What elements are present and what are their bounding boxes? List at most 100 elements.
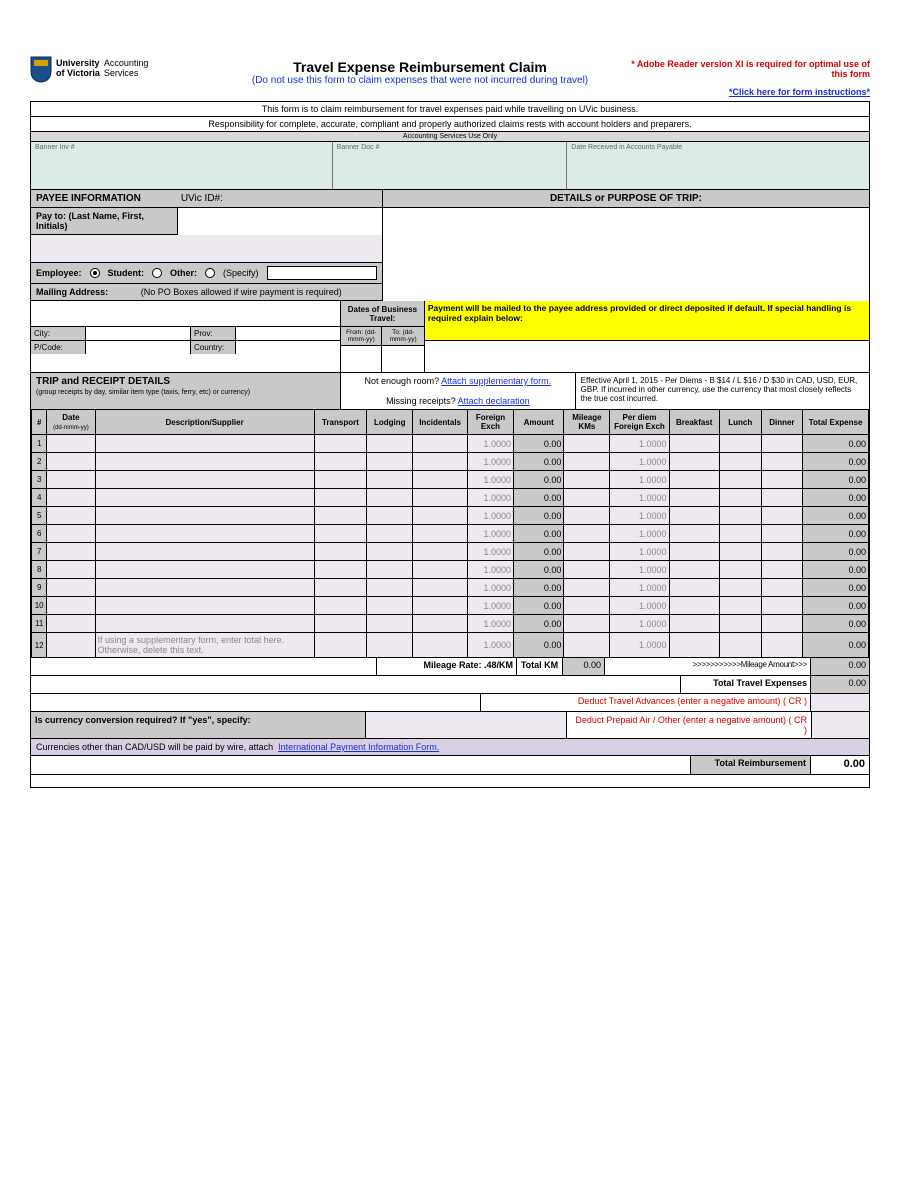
perdiem-fe-value[interactable]: 1.0000: [610, 453, 669, 471]
incidentals-input[interactable]: [413, 579, 468, 597]
dinner-input[interactable]: [761, 525, 803, 543]
mileage-km-input[interactable]: [564, 579, 610, 597]
declaration-link[interactable]: Attach declaration: [458, 396, 530, 406]
description-input[interactable]: [95, 561, 314, 579]
breakfast-input[interactable]: [669, 543, 719, 561]
date-to-input[interactable]: [382, 346, 423, 372]
lunch-input[interactable]: [719, 471, 761, 489]
incidentals-input[interactable]: [413, 561, 468, 579]
foreign-exch-value[interactable]: 1.0000: [467, 615, 513, 633]
dinner-input[interactable]: [761, 543, 803, 561]
foreign-exch-value[interactable]: 1.0000: [467, 471, 513, 489]
instructions-link[interactable]: *Click here for form instructions*: [630, 87, 870, 97]
perdiem-fe-value[interactable]: 1.0000: [610, 579, 669, 597]
breakfast-input[interactable]: [669, 471, 719, 489]
description-input[interactable]: [95, 579, 314, 597]
prov-input[interactable]: [236, 327, 340, 340]
lodging-input[interactable]: [367, 543, 413, 561]
perdiem-fe-value[interactable]: 1.0000: [610, 561, 669, 579]
date-input[interactable]: [47, 561, 95, 579]
lunch-input[interactable]: [719, 543, 761, 561]
student-radio[interactable]: [152, 268, 162, 278]
foreign-exch-value[interactable]: 1.0000: [467, 561, 513, 579]
date-input[interactable]: [47, 453, 95, 471]
incidentals-input[interactable]: [413, 633, 468, 658]
description-input[interactable]: [95, 435, 314, 453]
mileage-km-input[interactable]: [564, 615, 610, 633]
transport-input[interactable]: [314, 579, 367, 597]
mileage-km-input[interactable]: [564, 489, 610, 507]
description-input[interactable]: [95, 597, 314, 615]
deduct-advances-input[interactable]: [811, 694, 869, 711]
transport-input[interactable]: [314, 633, 367, 658]
other-radio[interactable]: [205, 268, 215, 278]
mileage-km-input[interactable]: [564, 525, 610, 543]
breakfast-input[interactable]: [669, 507, 719, 525]
description-input[interactable]: [95, 507, 314, 525]
dinner-input[interactable]: [761, 471, 803, 489]
transport-input[interactable]: [314, 525, 367, 543]
date-input[interactable]: [47, 633, 95, 658]
foreign-exch-value[interactable]: 1.0000: [467, 435, 513, 453]
lodging-input[interactable]: [367, 597, 413, 615]
lunch-input[interactable]: [719, 633, 761, 658]
intl-payment-form-link[interactable]: International Payment Information Form.: [278, 742, 439, 752]
foreign-exch-value[interactable]: 1.0000: [467, 597, 513, 615]
incidentals-input[interactable]: [413, 507, 468, 525]
date-input[interactable]: [47, 525, 95, 543]
mileage-km-input[interactable]: [564, 597, 610, 615]
date-input[interactable]: [47, 543, 95, 561]
mileage-km-input[interactable]: [564, 453, 610, 471]
transport-input[interactable]: [314, 543, 367, 561]
breakfast-input[interactable]: [669, 453, 719, 471]
breakfast-input[interactable]: [669, 633, 719, 658]
transport-input[interactable]: [314, 489, 367, 507]
lodging-input[interactable]: [367, 615, 413, 633]
perdiem-fe-value[interactable]: 1.0000: [610, 615, 669, 633]
dinner-input[interactable]: [761, 435, 803, 453]
dinner-input[interactable]: [761, 597, 803, 615]
lodging-input[interactable]: [367, 561, 413, 579]
description-input[interactable]: If using a supplementary form, enter tot…: [95, 633, 314, 658]
transport-input[interactable]: [314, 615, 367, 633]
transport-input[interactable]: [314, 471, 367, 489]
employee-radio[interactable]: [90, 268, 100, 278]
lodging-input[interactable]: [367, 507, 413, 525]
foreign-exch-value[interactable]: 1.0000: [467, 633, 513, 658]
special-handling-input[interactable]: [425, 341, 869, 369]
dinner-input[interactable]: [761, 561, 803, 579]
date-from-input[interactable]: [341, 346, 382, 372]
lunch-input[interactable]: [719, 597, 761, 615]
foreign-exch-value[interactable]: 1.0000: [467, 507, 513, 525]
perdiem-fe-value[interactable]: 1.0000: [610, 435, 669, 453]
incidentals-input[interactable]: [413, 597, 468, 615]
lodging-input[interactable]: [367, 471, 413, 489]
foreign-exch-value[interactable]: 1.0000: [467, 489, 513, 507]
lunch-input[interactable]: [719, 489, 761, 507]
foreign-exch-value[interactable]: 1.0000: [467, 525, 513, 543]
incidentals-input[interactable]: [413, 453, 468, 471]
perdiem-fe-value[interactable]: 1.0000: [610, 507, 669, 525]
dinner-input[interactable]: [761, 633, 803, 658]
perdiem-fe-value[interactable]: 1.0000: [610, 471, 669, 489]
incidentals-input[interactable]: [413, 435, 468, 453]
date-input[interactable]: [47, 471, 95, 489]
transport-input[interactable]: [314, 453, 367, 471]
supplementary-form-link[interactable]: Attach supplementary form.: [441, 376, 551, 386]
lunch-input[interactable]: [719, 561, 761, 579]
incidentals-input[interactable]: [413, 615, 468, 633]
lunch-input[interactable]: [719, 507, 761, 525]
pcode-input[interactable]: [86, 341, 191, 354]
breakfast-input[interactable]: [669, 597, 719, 615]
lodging-input[interactable]: [367, 633, 413, 658]
mileage-km-input[interactable]: [564, 561, 610, 579]
transport-input[interactable]: [314, 435, 367, 453]
dinner-input[interactable]: [761, 453, 803, 471]
specify-input[interactable]: [267, 266, 377, 280]
mileage-km-input[interactable]: [564, 435, 610, 453]
breakfast-input[interactable]: [669, 561, 719, 579]
purpose-of-trip-input[interactable]: [383, 208, 869, 301]
breakfast-input[interactable]: [669, 579, 719, 597]
date-input[interactable]: [47, 507, 95, 525]
perdiem-fe-value[interactable]: 1.0000: [610, 543, 669, 561]
